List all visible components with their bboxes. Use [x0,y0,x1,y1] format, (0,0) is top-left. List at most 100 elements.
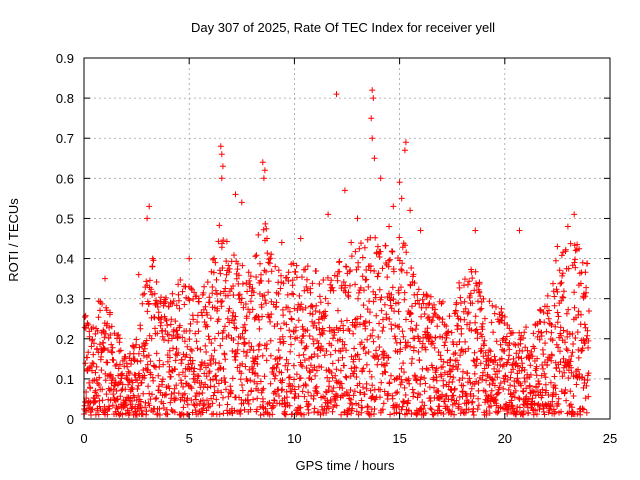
data-point [415,348,422,355]
data-point [572,335,579,341]
data-point [271,375,278,382]
data-point [289,282,296,289]
data-point [240,304,247,311]
data-point [89,406,96,413]
data-point [369,332,376,339]
data-point [397,381,404,388]
data-point [579,345,586,352]
data-point [358,240,364,247]
data-point [354,215,361,222]
data-point [126,410,133,416]
data-point [558,408,565,415]
data-point [408,265,415,271]
data-point [572,256,578,263]
data-point [283,356,290,363]
data-point [227,383,234,390]
data-point [497,380,504,387]
data-point [159,381,166,388]
data-point [156,363,163,370]
data-point [314,353,321,360]
data-point [364,336,371,343]
data-point [246,309,253,316]
data-point [453,397,460,404]
data-point [204,312,211,318]
data-point [551,302,558,309]
data-point [491,382,498,389]
data-point [234,346,241,353]
data-point [413,322,420,329]
data-point [428,406,435,413]
data-point [433,365,440,372]
data-point [353,408,360,415]
data-point [260,385,267,392]
data-point [207,403,213,410]
data-point [374,353,381,359]
data-point [447,362,453,369]
data-point [544,310,551,317]
data-point [502,373,509,380]
data-point [206,368,213,375]
data-point [203,349,210,355]
data-point [355,295,361,302]
data-point [156,405,163,412]
data-point [336,268,343,275]
data-point [248,387,255,394]
data-point [560,288,567,295]
data-point [206,294,213,301]
data-point [472,268,479,275]
data-point [173,382,180,389]
data-point [191,365,198,372]
data-point [465,345,472,352]
data-point [253,274,260,280]
data-point [352,281,359,288]
data-point [106,387,113,394]
data-point [458,330,465,337]
data-point [179,288,186,295]
data-point [475,379,482,386]
data-point [171,385,178,392]
data-point [298,339,305,346]
data-point [248,343,255,350]
data-point [295,383,302,390]
data-point [248,292,255,299]
data-point [464,370,471,377]
y-tick-label: 0.9 [56,51,74,66]
data-point [301,411,307,418]
data-point [164,358,171,365]
data-point [339,385,346,392]
x-tick-label: 25 [603,431,617,446]
data-point [362,318,369,325]
data-point [468,399,475,406]
data-point [156,357,163,364]
data-point [440,382,447,389]
data-point [515,354,522,361]
data-point [468,327,475,334]
data-point [560,355,567,362]
data-point [563,310,570,317]
data-point [381,301,388,308]
data-point [534,355,541,362]
data-point [439,391,446,398]
data-point [393,390,399,396]
data-point [525,409,532,416]
data-point [180,404,187,411]
data-point [512,387,519,394]
data-point [249,285,256,292]
data-point [305,402,312,408]
data-point [582,269,589,276]
data-point [133,336,140,343]
data-point [383,360,390,367]
data-point [339,345,346,352]
data-point [296,292,303,299]
data-point [146,390,153,397]
data-point [286,327,293,334]
data-point [190,371,197,378]
data-point [516,395,522,401]
data-point [585,370,592,377]
data-point [358,339,365,346]
data-point [163,294,169,301]
data-point [205,362,211,369]
data-point [410,271,417,278]
data-point [263,341,270,348]
data-point [558,252,565,259]
